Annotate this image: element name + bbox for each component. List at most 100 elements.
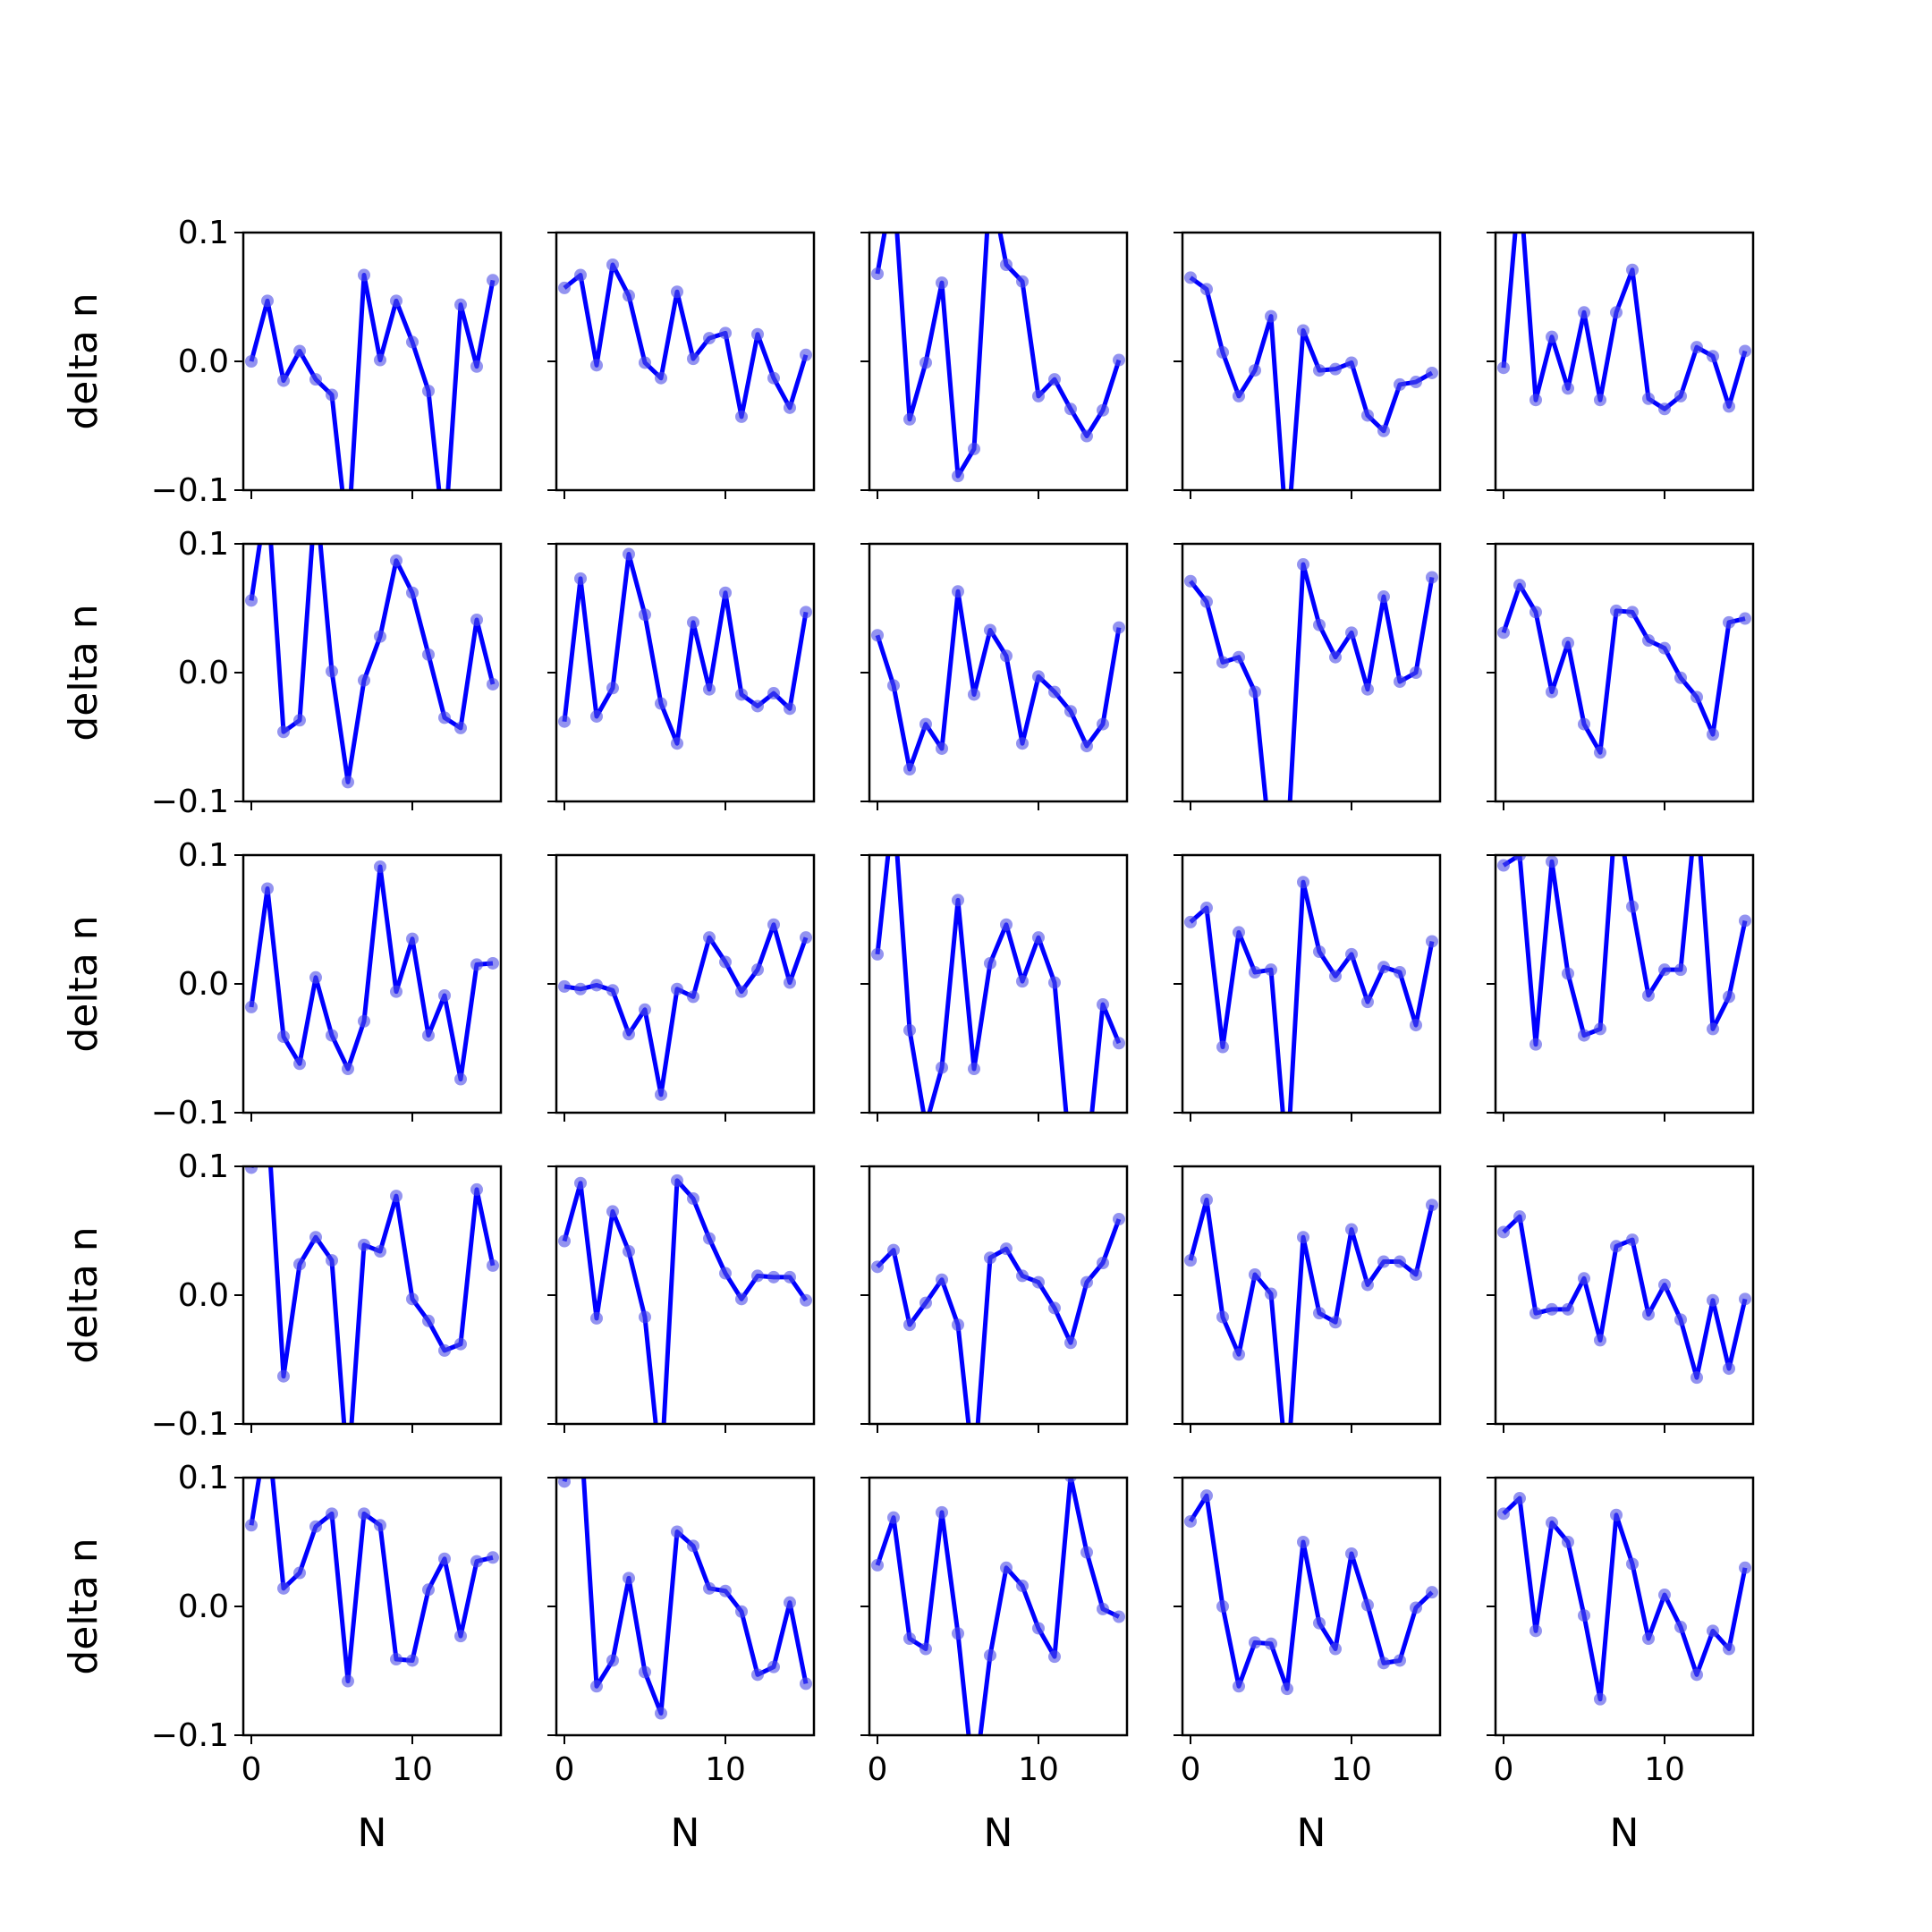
data-point — [558, 715, 571, 728]
data-point — [703, 931, 716, 945]
data-point — [639, 608, 651, 622]
data-point — [671, 1174, 683, 1187]
data-point — [655, 371, 667, 385]
series-line — [562, 552, 809, 746]
data-point — [293, 1057, 306, 1071]
data-point — [1513, 579, 1526, 592]
data-point — [871, 267, 884, 281]
data-point — [293, 1258, 306, 1271]
data-point — [1200, 283, 1213, 296]
y-tick-label: 0.0 — [178, 966, 229, 1003]
series-line — [1502, 1496, 1748, 1702]
data-point — [800, 1293, 812, 1307]
data-point — [1674, 671, 1687, 684]
data-point — [558, 1478, 571, 1488]
y-tick-label: −0.1 — [151, 1406, 229, 1443]
data-point — [784, 401, 796, 414]
data-point — [1281, 847, 1293, 860]
panel-frame — [868, 1165, 1129, 1426]
data-point — [968, 1470, 980, 1482]
y-tick-label: 0.0 — [178, 1589, 229, 1625]
series-line — [1188, 1493, 1434, 1691]
data-point — [1394, 675, 1406, 689]
data-point — [1113, 1037, 1125, 1050]
data-point — [751, 963, 764, 977]
data-point — [606, 984, 619, 997]
data-point — [1064, 705, 1077, 718]
series-line — [1188, 1197, 1435, 1424]
data-point — [326, 1254, 338, 1267]
data-point — [1497, 859, 1510, 872]
data-point — [735, 688, 748, 701]
data-point — [1345, 626, 1358, 640]
data-point — [261, 882, 274, 895]
data-point — [1097, 1257, 1109, 1269]
data-point — [1513, 855, 1526, 861]
y-tick-label: 0.0 — [178, 343, 229, 380]
data-point — [277, 725, 290, 739]
data-point — [671, 285, 683, 299]
data-point — [374, 353, 386, 367]
data-point — [687, 1192, 699, 1205]
data-point — [1097, 998, 1109, 1012]
data-point — [1690, 1668, 1703, 1682]
data-point — [309, 373, 322, 386]
data-point — [422, 648, 435, 661]
data-point — [687, 1539, 699, 1553]
data-point — [968, 1781, 980, 1793]
data-point — [784, 1596, 796, 1609]
data-point — [784, 1270, 796, 1284]
data-point — [751, 327, 764, 341]
data-point — [1546, 1302, 1558, 1316]
panel-frame — [1494, 542, 1755, 803]
data-point — [1497, 361, 1510, 375]
series — [558, 1174, 812, 1424]
data-point — [1361, 996, 1374, 1009]
data-point — [1113, 1213, 1125, 1226]
data-point — [1377, 424, 1390, 437]
data-point — [1626, 1557, 1639, 1571]
data-point — [984, 174, 996, 187]
data-point — [1313, 618, 1326, 631]
data-point — [1000, 1561, 1013, 1574]
data-point — [719, 955, 732, 969]
data-point — [1377, 1255, 1390, 1268]
data-point — [1329, 1642, 1342, 1656]
series-line — [249, 273, 496, 490]
panel-r2-c2 — [547, 542, 816, 810]
data-point — [1016, 1269, 1029, 1283]
data-point — [1658, 402, 1671, 416]
data-point — [1642, 1308, 1655, 1321]
data-point — [719, 1584, 732, 1597]
data-point — [390, 1653, 402, 1666]
data-point — [309, 1520, 322, 1533]
data-point — [936, 276, 948, 290]
series-line — [249, 864, 494, 1082]
x-axis-label: N — [984, 1810, 1013, 1856]
panel-frame — [555, 1476, 816, 1737]
data-point — [390, 1190, 402, 1203]
data-point — [1642, 1632, 1655, 1645]
x-tick-label: 0 — [868, 1751, 888, 1788]
data-point — [454, 1630, 467, 1643]
y-axis-label: delta n — [61, 915, 106, 1052]
data-point — [952, 470, 964, 483]
data-point — [1674, 1621, 1687, 1634]
data-point — [1530, 606, 1542, 619]
data-point — [1658, 963, 1671, 977]
panel-r4-c1: −0.1 0.0 0.1 delta n — [61, 1148, 503, 1443]
data-point — [1562, 636, 1574, 649]
data-point — [952, 585, 964, 598]
data-point — [454, 298, 467, 311]
panel-r5-c1: −0.1 0.0 0.1 0 10 delta n N — [61, 1460, 503, 1856]
data-point — [422, 385, 435, 398]
data-point — [919, 356, 932, 369]
data-point — [1578, 1609, 1590, 1623]
data-point — [1562, 1302, 1574, 1316]
data-point — [1297, 558, 1309, 572]
data-point — [1265, 847, 1277, 860]
series — [558, 258, 812, 423]
data-point — [984, 1251, 996, 1265]
data-point — [936, 741, 948, 755]
data-point — [1546, 1516, 1558, 1530]
